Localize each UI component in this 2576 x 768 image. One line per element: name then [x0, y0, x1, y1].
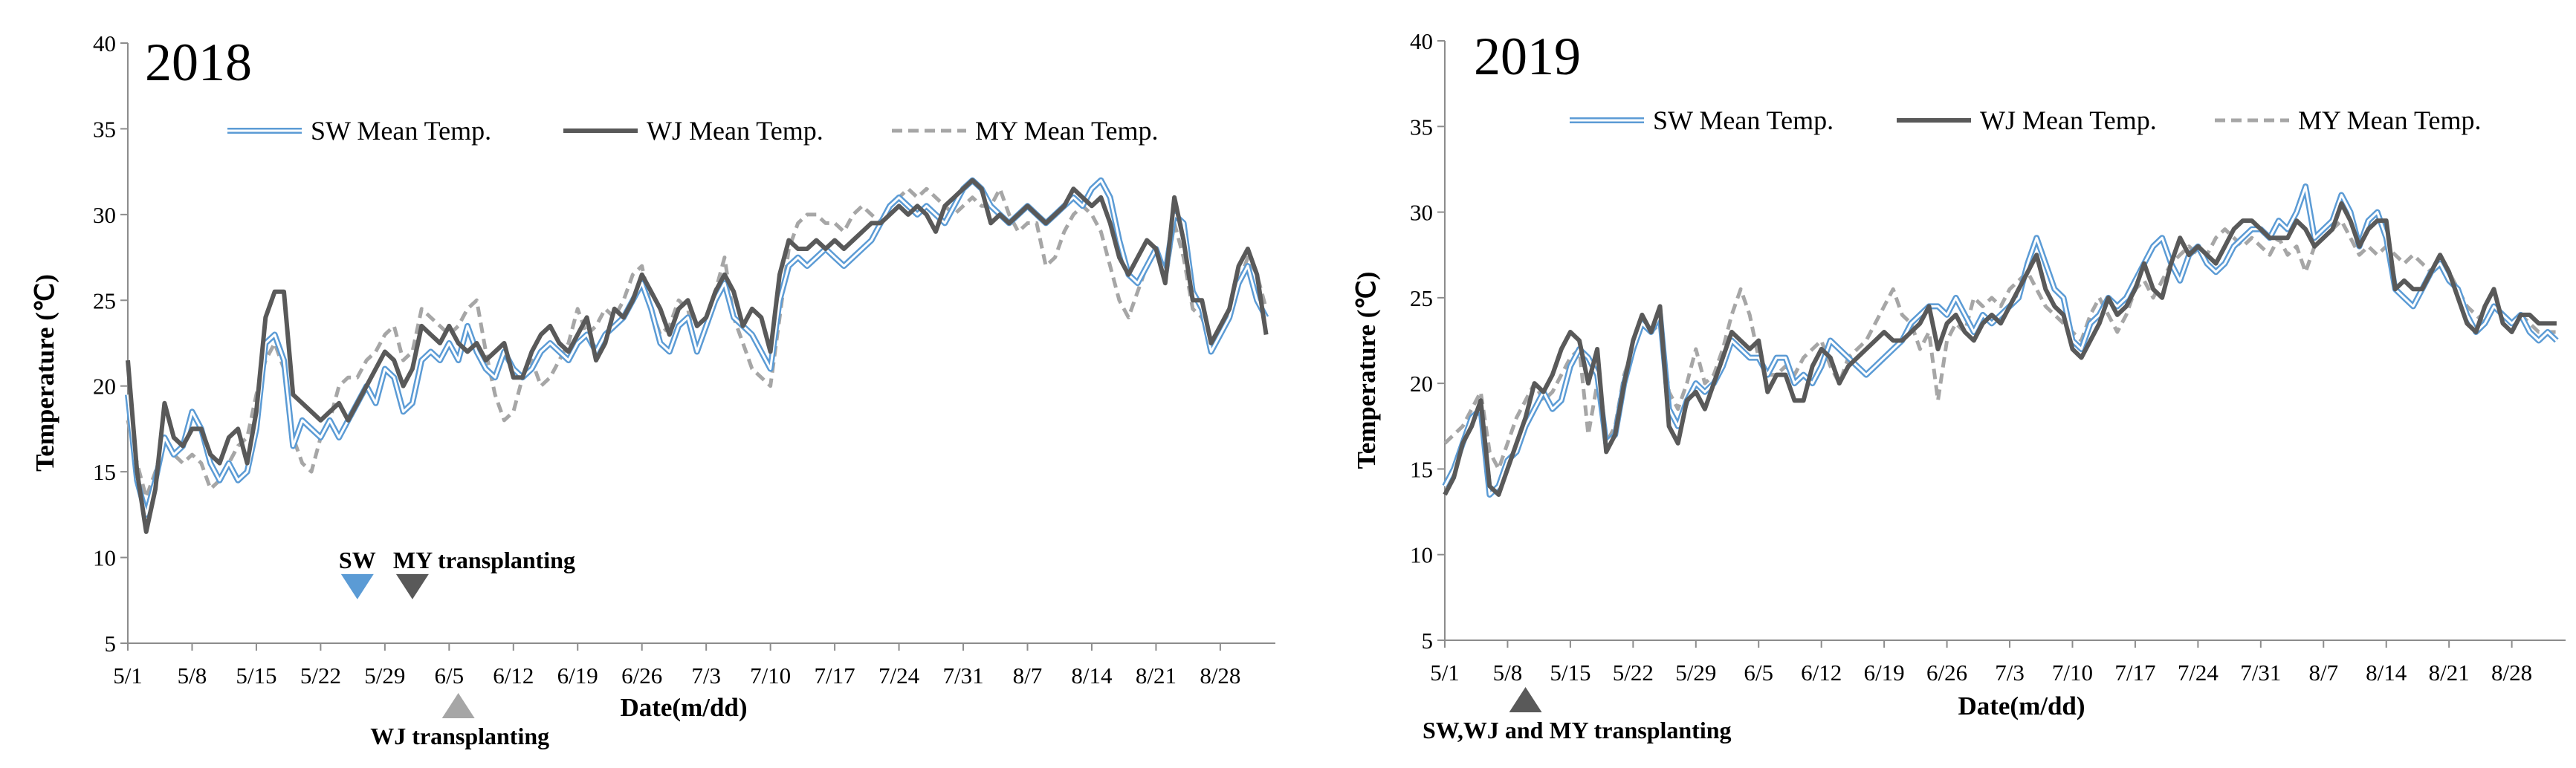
x-tick-label: 8/14 — [1071, 663, 1113, 689]
legend-label: MY Mean Temp. — [2298, 105, 2481, 135]
annotation-label: WJ transplanting — [370, 723, 549, 749]
x-tick-label: 7/10 — [750, 663, 791, 689]
x-tick-label: 6/26 — [621, 663, 662, 689]
y-tick-label: 20 — [1410, 371, 1433, 397]
x-tick-label: 8/21 — [1136, 663, 1177, 689]
y-axis-label: Temperature (℃) — [1352, 272, 1381, 469]
y-tick-label: 25 — [1410, 285, 1433, 311]
x-tick-label: 5/8 — [178, 663, 207, 689]
x-tick-label: 5/15 — [236, 663, 276, 689]
x-axis-label: Date(m/dd) — [1958, 691, 2085, 720]
y-tick-label: 15 — [93, 459, 116, 485]
x-tick-label: 5/22 — [1613, 660, 1654, 686]
y-tick-label: 5 — [105, 631, 117, 657]
x-tick-label: 5/1 — [1430, 660, 1460, 686]
x-tick-label: 6/19 — [557, 663, 598, 689]
y-tick-label: 30 — [93, 202, 116, 228]
x-tick-label: 7/24 — [2178, 660, 2219, 686]
x-tick-label: 7/17 — [2114, 660, 2155, 686]
x-tick-label: 5/29 — [364, 663, 405, 689]
x-tick-label: 8/28 — [2491, 660, 2532, 686]
series-line-wj — [126, 178, 1269, 534]
chart-title: 2018 — [145, 33, 252, 92]
chart-title: 2019 — [1474, 27, 1581, 86]
up-triangle-icon — [441, 693, 475, 718]
y-tick-label: 15 — [1410, 456, 1433, 482]
legend-item-wj: WJ Mean Temp. — [1897, 105, 2157, 135]
annotation-label: SW — [339, 547, 376, 573]
series-line-sw-inner — [126, 179, 1267, 516]
series-wj — [1443, 201, 2557, 497]
annotation-0: SW,WJ and MY transplanting — [1423, 687, 1732, 743]
legend-label: SW Mean Temp. — [1653, 105, 1834, 135]
x-tick-label: 5/29 — [1675, 660, 1716, 686]
x-tick-label: 8/14 — [2366, 660, 2407, 686]
annotation-1: MY transplanting — [393, 547, 575, 599]
down-triangle-icon — [395, 573, 429, 599]
chart-panel-2019: 5 10 15 20 25 30 35 40 5/1 5/8 5/15 5/22 5/29 6/5 6/12… — [1352, 27, 2566, 743]
x-tick-label: 5/1 — [113, 663, 143, 689]
y-tick-label: 10 — [1410, 542, 1433, 568]
x-tick-label: 8/7 — [1013, 663, 1043, 689]
legend-item-wj: WJ Mean Temp. — [563, 116, 823, 146]
x-tick-label: 6/5 — [435, 663, 465, 689]
legend-label: SW Mean Temp. — [311, 116, 491, 146]
y-tick-label: 5 — [1422, 628, 1434, 654]
series-line-wj — [1443, 201, 2557, 497]
y-tick-label: 30 — [1410, 200, 1433, 226]
y-tick-label: 40 — [93, 30, 116, 56]
legend-label: WJ Mean Temp. — [647, 116, 823, 146]
annotation-0: SW — [339, 547, 376, 599]
y-tick-label: 35 — [93, 116, 116, 142]
x-tick-label: 8/21 — [2429, 660, 2470, 686]
x-tick-label: 6/26 — [1926, 660, 1967, 686]
x-tick-label: 6/12 — [493, 663, 534, 689]
chart-panel-2018: 5 10 15 20 25 30 35 40 5/1 5/8 5/15 5/22 5/29 6/5 6/12… — [30, 30, 1275, 749]
x-tick-label: 7/31 — [942, 663, 983, 689]
legend-item-sw: SW Mean Temp. — [227, 116, 491, 146]
legend-item-sw: SW Mean Temp. — [1570, 105, 1834, 135]
legend-label: MY Mean Temp. — [975, 116, 1158, 146]
x-tick-label: 6/12 — [1801, 660, 1842, 686]
x-tick-label: 8/28 — [1200, 663, 1240, 689]
x-tick-label: 7/17 — [815, 663, 855, 689]
legend-item-my: MY Mean Temp. — [2215, 105, 2481, 135]
series-sw — [125, 177, 1269, 518]
x-tick-label: 7/3 — [1995, 660, 2025, 686]
x-tick-label: 5/22 — [300, 663, 341, 689]
y-tick-label: 40 — [1410, 28, 1433, 54]
series-wj — [126, 178, 1269, 534]
x-axis-label: Date(m/dd) — [620, 693, 747, 722]
x-tick-label: 8/7 — [2308, 660, 2338, 686]
annotation-label: MY transplanting — [393, 547, 575, 573]
x-tick-label: 6/19 — [1864, 660, 1905, 686]
x-tick-label: 5/8 — [1493, 660, 1523, 686]
legend-item-my: MY Mean Temp. — [892, 116, 1158, 146]
down-triangle-icon — [340, 573, 374, 599]
annotation-label: SW,WJ and MY transplanting — [1423, 717, 1732, 743]
x-tick-label: 5/15 — [1550, 660, 1590, 686]
x-tick-label: 7/3 — [691, 663, 721, 689]
y-tick-label: 20 — [93, 374, 116, 400]
y-tick-label: 35 — [1410, 114, 1433, 140]
x-tick-label: 7/10 — [2052, 660, 2093, 686]
legend-label: WJ Mean Temp. — [1980, 105, 2157, 135]
annotation-2: WJ transplanting — [370, 693, 549, 749]
y-tick-label: 10 — [93, 545, 116, 571]
y-tick-label: 25 — [93, 287, 116, 313]
up-triangle-icon — [1509, 687, 1542, 712]
x-tick-label: 7/31 — [2240, 660, 2281, 686]
x-tick-label: 6/5 — [1744, 660, 1773, 686]
x-tick-label: 7/24 — [878, 663, 920, 689]
y-axis-label: Temperature (℃) — [30, 274, 59, 472]
